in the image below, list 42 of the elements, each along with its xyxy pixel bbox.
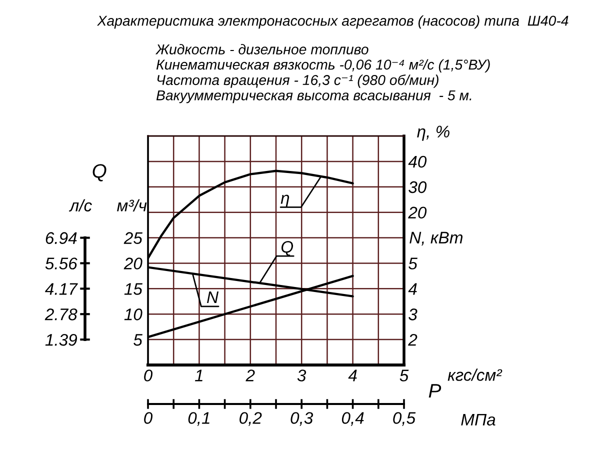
y-axis-title: м³/ч bbox=[117, 199, 147, 212]
annotation: N bbox=[207, 291, 219, 303]
x-tick-label: 2 bbox=[246, 370, 255, 382]
y2-tick-label: 20 bbox=[408, 206, 427, 219]
text: Q bbox=[92, 164, 106, 182]
x2-tick-label: 0,3 bbox=[290, 412, 314, 426]
text: 6.94 bbox=[46, 232, 77, 244]
y-tick-label: 5 bbox=[134, 334, 142, 346]
y2-axis-title: η, % bbox=[417, 126, 450, 141]
chart-subtitle: Жидкость - дизельное топливо Кинематическая вязкость -0,06 10⁻⁴ м²/с (1,5°ВУ) Частота вращения - 16,3 с⁻¹ (980 об/мин) Вакуумметрическая высота всасывания - 5 м. bbox=[155, 44, 490, 104]
x2-tick-label: 0,4 bbox=[342, 412, 364, 426]
text: л/с bbox=[68, 199, 92, 212]
annotation: η bbox=[280, 194, 290, 208]
x2-tick-label: 0,1 bbox=[188, 412, 210, 426]
y-tick-label: 15 bbox=[124, 283, 142, 295]
y3-tick-label: 5 bbox=[408, 258, 418, 270]
x-axis-title: кгс/см² bbox=[448, 368, 502, 381]
annotation: Q bbox=[281, 240, 294, 256]
y3-tick-label: 4 bbox=[408, 283, 417, 295]
x2-tick-label: 0,5 bbox=[393, 412, 416, 426]
y3-tick-label: 3 bbox=[408, 308, 418, 320]
x2-tick-label: 0 bbox=[144, 412, 152, 424]
y-tick-label: 10 bbox=[124, 308, 142, 320]
y-tick-label: 20 bbox=[124, 258, 142, 270]
x-tick-label: 0 bbox=[144, 370, 152, 382]
text: P bbox=[428, 384, 442, 398]
chart-title: Характеристика электронасосных агрегатов (насосов) типа Ш40-4 bbox=[96, 15, 568, 29]
y3-tick-label: 2 bbox=[408, 334, 418, 346]
x2-axis-title: МПа bbox=[461, 414, 496, 426]
text: 5.56 bbox=[45, 258, 78, 270]
x-tick-label: 3 bbox=[297, 370, 306, 382]
text: 4.17 bbox=[45, 283, 78, 295]
x-tick-label: 5 bbox=[400, 370, 409, 382]
text: 2.78 bbox=[44, 308, 78, 320]
x2-tick-label: 0,2 bbox=[240, 412, 262, 426]
y-tick-label: 25 bbox=[124, 232, 142, 244]
y3-axis-title: N, кВт bbox=[410, 232, 463, 246]
x-tick-label: 4 bbox=[348, 370, 357, 382]
y2-tick-label: 40 bbox=[408, 156, 427, 168]
y2-tick-label: 30 bbox=[408, 181, 427, 194]
text: 1.39 bbox=[45, 334, 78, 346]
x-tick-label: 1 bbox=[195, 370, 202, 382]
